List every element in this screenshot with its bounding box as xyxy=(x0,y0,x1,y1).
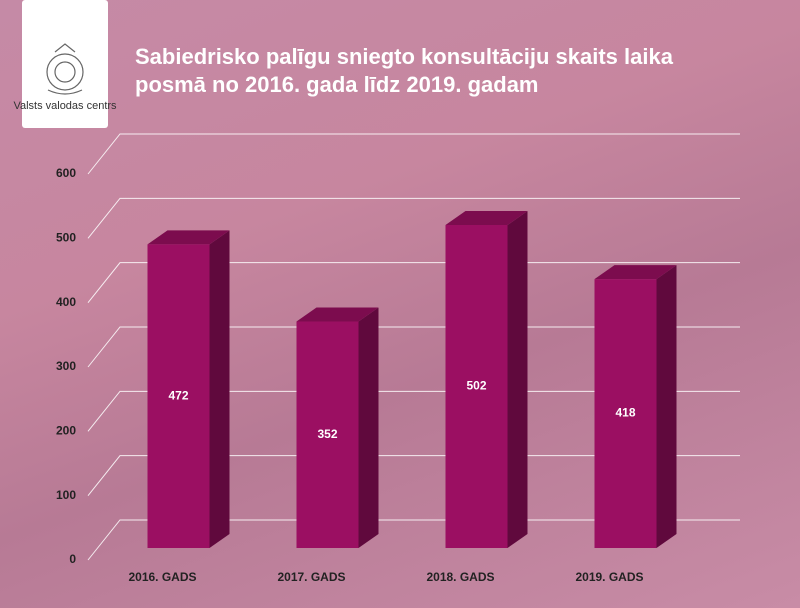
bar-top xyxy=(147,230,230,245)
grid-line xyxy=(87,519,740,561)
bar xyxy=(147,230,230,548)
bar-side xyxy=(507,211,528,548)
grid-line xyxy=(87,197,740,239)
chart-title: Sabiedrisko palīgu sniegto konsultāciju … xyxy=(135,44,674,97)
grid-line xyxy=(87,133,740,175)
x-tick-label: 2018. GADS xyxy=(426,570,494,584)
y-tick-label: 600 xyxy=(56,166,76,180)
value-label: 502 xyxy=(466,379,486,393)
bar xyxy=(594,265,677,548)
bar-top xyxy=(594,265,677,280)
value-label: 352 xyxy=(317,427,337,441)
bar-top xyxy=(445,211,528,226)
value-label: 418 xyxy=(615,406,635,420)
bar-side xyxy=(656,265,677,548)
bar xyxy=(445,211,528,548)
grid-line xyxy=(87,390,740,432)
value-label: 472 xyxy=(168,388,188,402)
logo-text: Valsts valodas centrs xyxy=(13,100,117,112)
x-tick-label: 2016. GADS xyxy=(128,570,196,584)
bar-front xyxy=(445,225,508,548)
bar-front xyxy=(296,321,359,548)
bar-front xyxy=(147,244,210,548)
bar xyxy=(296,307,379,548)
bar-front xyxy=(594,279,657,548)
y-tick-label: 500 xyxy=(56,231,76,245)
y-tick-label: 200 xyxy=(56,424,76,438)
y-tick-label: 100 xyxy=(56,488,76,502)
bar-top xyxy=(296,307,379,322)
y-tick-label: 0 xyxy=(69,552,76,566)
x-tick-label: 2019. GADS xyxy=(575,570,643,584)
logo-emblem xyxy=(46,43,84,95)
grid-line xyxy=(87,455,740,496)
logo-box xyxy=(22,0,108,128)
grid-line xyxy=(87,262,740,303)
y-tick-label: 300 xyxy=(56,359,76,373)
y-tick-label: 400 xyxy=(56,295,76,309)
bar-side xyxy=(209,230,230,548)
x-tick-label: 2017. GADS xyxy=(277,570,345,584)
grid-line xyxy=(87,326,740,368)
bar-side xyxy=(358,307,379,548)
